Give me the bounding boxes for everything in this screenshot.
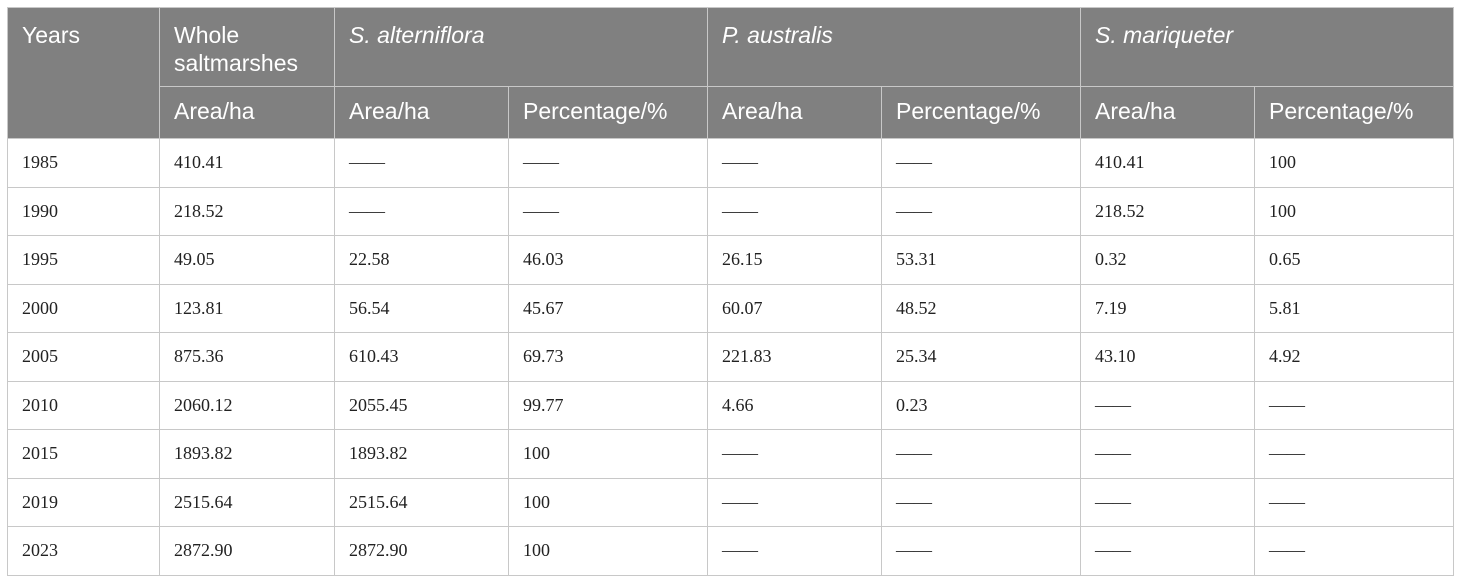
table-row: 2019 2515.64 2515.64 100 —— —— —— —— xyxy=(7,477,1455,527)
cell-australis-percentage: 0.23 xyxy=(881,380,1082,430)
table-row: 2005 875.36 610.43 69.73 221.83 25.34 43.10 4.9… xyxy=(7,332,1455,382)
cell-mariqueter-area: —— xyxy=(1080,380,1256,430)
cell-mariqueter-percentage: 0.65 xyxy=(1254,235,1455,285)
cell-whole-area: 49.05 xyxy=(159,235,335,285)
table-row: 1990 218.52 —— —— —— —— 218.52 100 xyxy=(7,186,1455,236)
cell-alterniflora-percentage: —— xyxy=(507,138,709,188)
cell-mariqueter-area: 7.19 xyxy=(1080,283,1256,333)
cell-australis-percentage: 25.34 xyxy=(881,332,1082,382)
cell-alterniflora-area: 610.43 xyxy=(334,332,509,382)
header-years: Years xyxy=(7,7,160,139)
cell-year: 2015 xyxy=(7,429,160,479)
cell-alterniflora-percentage: 46.03 xyxy=(507,235,709,285)
cell-mariqueter-area: 410.41 xyxy=(1080,138,1256,188)
cell-year: 2005 xyxy=(7,332,160,382)
cell-alterniflora-percentage: 100 xyxy=(507,526,709,576)
cell-year: 2019 xyxy=(7,477,160,527)
header-mariqueter-percentage: Percentage/% xyxy=(1254,86,1455,139)
header-alterniflora-area: Area/ha xyxy=(334,86,509,139)
cell-year: 1990 xyxy=(7,186,160,236)
cell-year: 1995 xyxy=(7,235,160,285)
cell-australis-area: —— xyxy=(707,186,883,236)
cell-mariqueter-percentage: 4.92 xyxy=(1254,332,1455,382)
cell-whole-area: 2060.12 xyxy=(159,380,335,430)
cell-mariqueter-percentage: —— xyxy=(1254,429,1455,479)
cell-alterniflora-area: —— xyxy=(334,186,509,236)
cell-whole-area: 410.41 xyxy=(159,138,335,188)
cell-australis-area: 4.66 xyxy=(707,380,883,430)
cell-australis-percentage: —— xyxy=(881,526,1082,576)
cell-mariqueter-area: —— xyxy=(1080,477,1256,527)
header-row-groups: Years Whole saltmarshes S. alterniflora … xyxy=(7,7,1455,139)
cell-alterniflora-percentage: 69.73 xyxy=(507,332,709,382)
header-australis-area: Area/ha xyxy=(707,86,883,139)
cell-alterniflora-percentage: —— xyxy=(507,186,709,236)
cell-mariqueter-area: —— xyxy=(1080,526,1256,576)
cell-alterniflora-area: —— xyxy=(334,138,509,188)
table-row: 1985 410.41 —— —— —— —— 410.41 100 xyxy=(7,138,1455,188)
cell-whole-area: 123.81 xyxy=(159,283,335,333)
table-row: 2000 123.81 56.54 45.67 60.07 48.52 7.19 5.81 xyxy=(7,283,1455,333)
table-row: 2010 2060.12 2055.45 99.77 4.66 0.23 —— —— xyxy=(7,380,1455,430)
header-species-alterniflora: S. alterniflora xyxy=(333,7,709,87)
cell-alterniflora-percentage: 99.77 xyxy=(507,380,709,430)
saltmarsh-area-table-container: Years Whole saltmarshes S. alterniflora … xyxy=(7,7,1455,576)
cell-mariqueter-percentage: —— xyxy=(1254,477,1455,527)
table-row: 1995 49.05 22.58 46.03 26.15 53.31 0.32 0.65 xyxy=(7,235,1455,285)
cell-alterniflora-percentage: 100 xyxy=(507,429,709,479)
cell-alterniflora-percentage: 45.67 xyxy=(507,283,709,333)
cell-australis-area: 26.15 xyxy=(707,235,883,285)
cell-australis-area: 221.83 xyxy=(707,332,883,382)
cell-mariqueter-percentage: —— xyxy=(1254,380,1455,430)
cell-alterniflora-area: 22.58 xyxy=(334,235,509,285)
cell-alterniflora-area: 2872.90 xyxy=(334,526,509,576)
cell-whole-area: 2515.64 xyxy=(159,477,335,527)
cell-australis-area: —— xyxy=(707,429,883,479)
cell-whole-area: 2872.90 xyxy=(159,526,335,576)
cell-australis-percentage: —— xyxy=(881,429,1082,479)
cell-alterniflora-area: 1893.82 xyxy=(334,429,509,479)
cell-mariqueter-area: 0.32 xyxy=(1080,235,1256,285)
cell-mariqueter-area: 43.10 xyxy=(1080,332,1256,382)
cell-year: 2000 xyxy=(7,283,160,333)
cell-alterniflora-area: 2055.45 xyxy=(334,380,509,430)
cell-year: 1985 xyxy=(7,138,160,188)
cell-alterniflora-percentage: 100 xyxy=(507,477,709,527)
cell-alterniflora-area: 2515.64 xyxy=(334,477,509,527)
cell-australis-area: 60.07 xyxy=(707,283,883,333)
cell-mariqueter-percentage: —— xyxy=(1254,526,1455,576)
header-australis-percentage: Percentage/% xyxy=(881,86,1082,139)
table-header: Years Whole saltmarshes S. alterniflora … xyxy=(7,7,1455,139)
cell-australis-percentage: 48.52 xyxy=(881,283,1082,333)
table-body: 1985 410.41 —— —— —— —— 410.41 100 1990 218.52 —— —… xyxy=(7,138,1455,576)
header-species-mariqueter: S. mariqueter xyxy=(1080,7,1455,87)
cell-whole-area: 218.52 xyxy=(159,186,335,236)
cell-whole-area: 875.36 xyxy=(159,332,335,382)
header-whole-saltmarshes: Whole saltmarshes xyxy=(159,7,335,87)
cell-australis-percentage: —— xyxy=(881,477,1082,527)
cell-mariqueter-area: 218.52 xyxy=(1080,186,1256,236)
table-row: 2023 2872.90 2872.90 100 —— —— —— —— xyxy=(7,526,1455,576)
cell-alterniflora-area: 56.54 xyxy=(334,283,509,333)
cell-year: 2023 xyxy=(7,526,160,576)
saltmarsh-area-table: Years Whole saltmarshes S. alterniflora … xyxy=(7,7,1455,576)
header-mariqueter-area: Area/ha xyxy=(1080,86,1256,139)
cell-whole-area: 1893.82 xyxy=(159,429,335,479)
cell-australis-percentage: —— xyxy=(881,138,1082,188)
header-species-australis: P. australis xyxy=(707,7,1082,87)
header-whole-area: Area/ha xyxy=(159,86,335,139)
cell-australis-area: —— xyxy=(707,526,883,576)
cell-australis-percentage: 53.31 xyxy=(881,235,1082,285)
table-row: 2015 1893.82 1893.82 100 —— —— —— —— xyxy=(7,429,1455,479)
cell-australis-percentage: —— xyxy=(881,186,1082,236)
cell-mariqueter-percentage: 100 xyxy=(1254,186,1455,236)
cell-mariqueter-area: —— xyxy=(1080,429,1256,479)
header-alterniflora-percentage: Percentage/% xyxy=(507,86,709,139)
cell-mariqueter-percentage: 100 xyxy=(1254,138,1455,188)
cell-australis-area: —— xyxy=(707,138,883,188)
header-row-units: Area/ha Area/ha Percentage/% Area/ha Per… xyxy=(8,86,1455,139)
cell-australis-area: —— xyxy=(707,477,883,527)
cell-year: 2010 xyxy=(7,380,160,430)
cell-mariqueter-percentage: 5.81 xyxy=(1254,283,1455,333)
